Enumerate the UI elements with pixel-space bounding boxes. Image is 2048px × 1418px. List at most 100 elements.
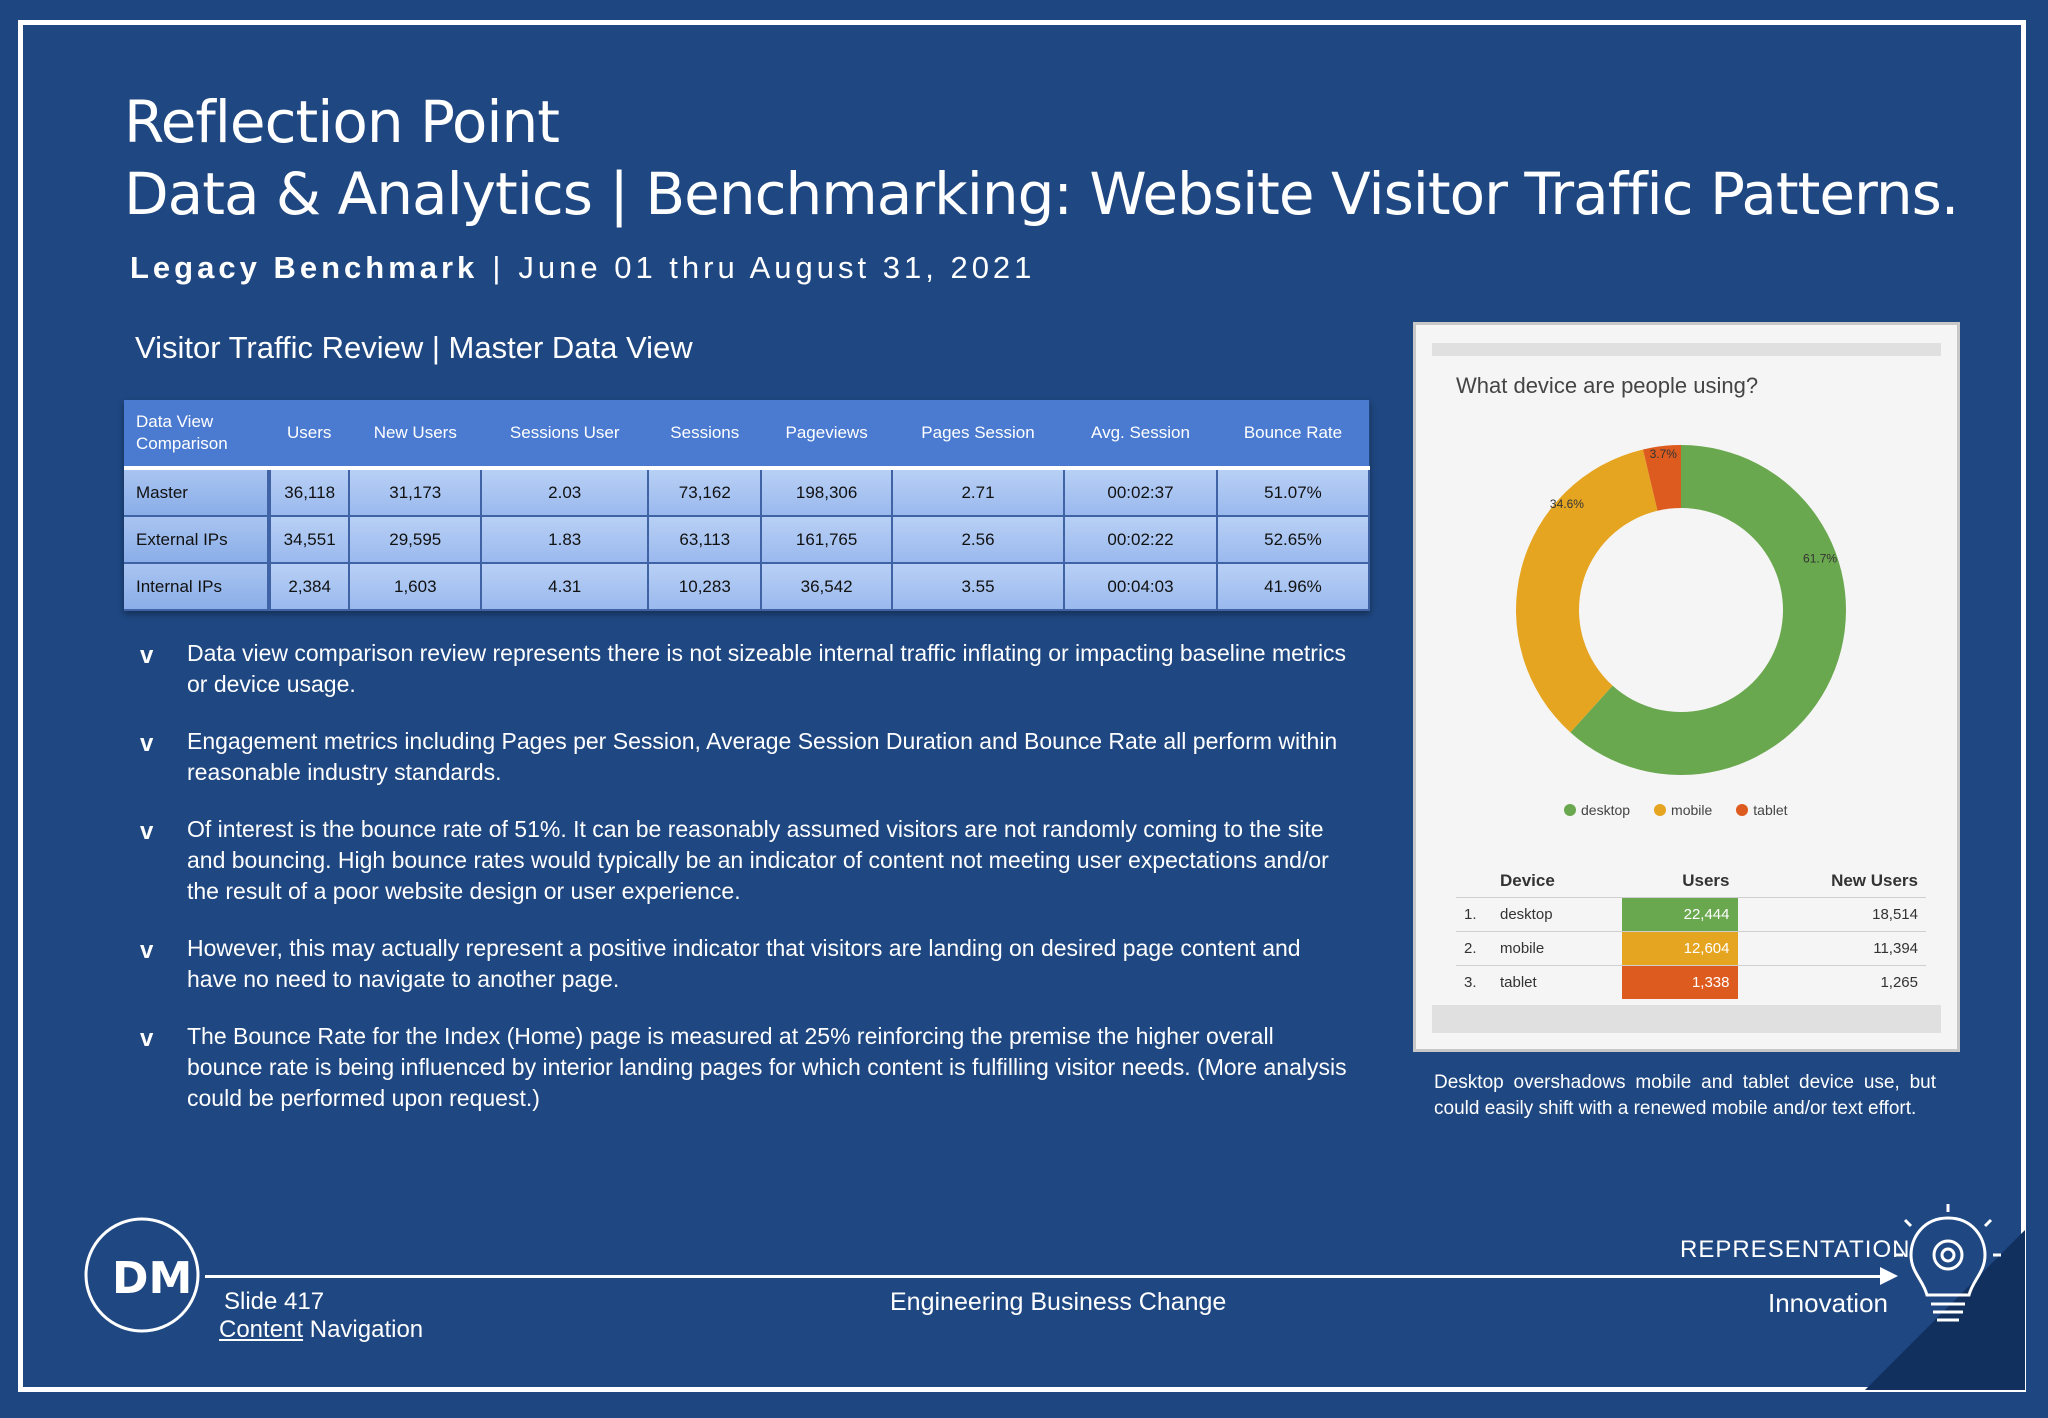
legend-label: desktop	[1581, 802, 1631, 818]
column-header: New Users	[1831, 871, 1918, 890]
list-item: v The Bounce Rate for the Index (Home) pa…	[140, 1021, 1350, 1114]
traffic-data-table: Data View Comparison Users New Users Ses…	[124, 400, 1371, 611]
pie-slice-mobile	[1516, 449, 1658, 733]
table-cell: 2.56	[891, 516, 1066, 564]
device-donut-chart: 61.7% 34.6% 3.7%	[1516, 445, 1846, 775]
legend-item-desktop: desktop	[1564, 802, 1630, 818]
users-cell: 22,444	[1621, 897, 1738, 932]
table-row: 1. desktop 22,444 18,514	[1456, 897, 1926, 932]
content-link[interactable]: Content	[219, 1316, 304, 1343]
column-header: Sessions User	[481, 400, 649, 470]
benchmark-label: Legacy Benchmark	[130, 250, 479, 285]
bullet-text: Of interest is the bounce rate of 51%. I…	[187, 816, 1329, 904]
table-cell: 52.65%	[1216, 516, 1371, 564]
column-header: Device	[1500, 871, 1555, 890]
column-header: Bounce Rate	[1216, 400, 1369, 470]
table-cell: 63,113	[648, 516, 763, 564]
device-name: mobile	[1492, 931, 1622, 966]
page-title: Reflection Point	[124, 88, 560, 156]
column-header: Avg. Session	[1064, 400, 1217, 470]
table-row: Internal IPs 2,384 1,603 4.31 10,283 36,…	[124, 563, 1371, 611]
subtitle-separator: |	[492, 250, 505, 285]
column-header: New Users	[349, 400, 482, 470]
table-cell: Internal IPs	[124, 563, 271, 611]
legend-item-mobile: mobile	[1654, 802, 1712, 818]
table-cell: 00:02:22	[1064, 516, 1218, 564]
panel-top-bar	[1432, 343, 1941, 356]
row-number: 2.	[1456, 931, 1492, 966]
device-table: Device Users New Users 1. desktop 22,444…	[1456, 865, 1926, 999]
column-header: Pageviews	[761, 400, 892, 470]
table-cell: 00:04:03	[1064, 563, 1218, 611]
list-item: v Of interest is the bounce rate of 51%. …	[140, 814, 1350, 907]
table-cell: 34,551	[269, 516, 351, 564]
corner-triangle	[1865, 1230, 2025, 1390]
column-header: Pages Session	[891, 400, 1065, 470]
table-cell: 00:02:37	[1064, 468, 1218, 517]
innovation-label: Innovation	[1768, 1288, 1888, 1318]
table-cell: 73,162	[648, 468, 763, 517]
date-range-subtitle: Legacy Benchmark | June 01 thru August 31,…	[130, 250, 1035, 286]
list-item: v Data view comparison review represents …	[140, 638, 1350, 700]
bullet-text: However, this may actually represent a p…	[187, 935, 1301, 992]
footer-arrow-line	[205, 1275, 1885, 1278]
table-cell: 4.31	[481, 563, 650, 611]
bullet-text: Engagement metrics including Pages per S…	[187, 728, 1338, 785]
bullet-list: v Data view comparison review represents …	[140, 638, 1350, 1140]
table-row: External IPs 34,551 29,595 1.83 63,113 1…	[124, 516, 1371, 564]
section-title: Visitor Traffic Review | Master Data Vie…	[135, 330, 693, 365]
new-users-cell: 18,514	[1737, 897, 1926, 932]
row-number: 3.	[1456, 965, 1492, 999]
slice-label-desktop: 61.7%	[1803, 551, 1837, 565]
table-cell: 2.71	[891, 468, 1066, 517]
pie-slice-tablet	[1642, 445, 1681, 511]
slice-label-tablet: 3.7%	[1650, 447, 1678, 461]
content-navigation-link[interactable]: Content Navigation	[219, 1316, 423, 1344]
table-cell: 161,765	[761, 516, 893, 564]
page-subtitle-main: Data & Analytics | Benchmarking: Website…	[124, 160, 1959, 228]
device-name: desktop	[1492, 897, 1622, 932]
chart-caption: Desktop overshadows mobile and tablet de…	[1434, 1072, 1936, 1119]
slide-number: Slide 417	[224, 1288, 325, 1315]
dm-logo: DM	[84, 1217, 200, 1333]
pie-slice-desktop	[1570, 445, 1846, 775]
users-cell: 12,604	[1621, 931, 1738, 966]
table-row: 3. tablet 1,338 1,265	[1456, 965, 1926, 999]
representation-label: REPRESENTATION	[1680, 1236, 1911, 1263]
list-item: v However, this may actually represent a …	[140, 933, 1350, 995]
table-cell: 10,283	[648, 563, 763, 611]
table-cell: 1.83	[481, 516, 650, 564]
device-usage-panel: What device are people using? 61.7% 34.6%…	[1413, 322, 1960, 1052]
table-cell: 51.07%	[1216, 468, 1371, 517]
legend-swatch	[1654, 804, 1667, 816]
check-icon: v	[140, 937, 154, 964]
table-header-row: Data View Comparison Users New Users Ses…	[124, 400, 1369, 470]
table-row: 2. mobile 12,604 11,394	[1456, 931, 1926, 966]
lightbulb-gear-icon	[1895, 1204, 2001, 1322]
table-cell: 198,306	[761, 468, 893, 517]
table-cell: 3.55	[891, 563, 1066, 611]
legend-label: mobile	[1671, 802, 1713, 818]
column-header: Sessions	[648, 400, 762, 470]
legend-label: tablet	[1753, 802, 1788, 818]
check-icon: v	[140, 642, 154, 669]
new-users-cell: 1,265	[1737, 965, 1926, 999]
table-cell: 2.03	[481, 468, 650, 517]
table-cell: Master	[124, 468, 271, 517]
table-cell: 36,542	[761, 563, 893, 611]
table-row: Master 36,118 31,173 2.03 73,162 198,306…	[124, 468, 1371, 517]
bullet-text: Data view comparison review represents t…	[187, 640, 1347, 697]
arrow-right-icon	[1880, 1267, 1898, 1285]
device-name: tablet	[1492, 965, 1622, 999]
row-number: 1.	[1456, 897, 1492, 932]
table-cell: 2,384	[269, 563, 351, 611]
table-cell: 36,118	[269, 468, 351, 517]
chart-legend: desktop mobile tablet	[1564, 802, 1788, 818]
legend-item-tablet: tablet	[1736, 802, 1788, 818]
new-users-cell: 11,394	[1737, 931, 1926, 966]
date-range: June 01 thru August 31, 2021	[518, 250, 1036, 285]
column-header: Users	[269, 400, 350, 470]
footer-tagline: Engineering Business Change	[890, 1288, 1227, 1316]
table-cell: External IPs	[124, 516, 271, 564]
check-icon: v	[140, 730, 154, 757]
